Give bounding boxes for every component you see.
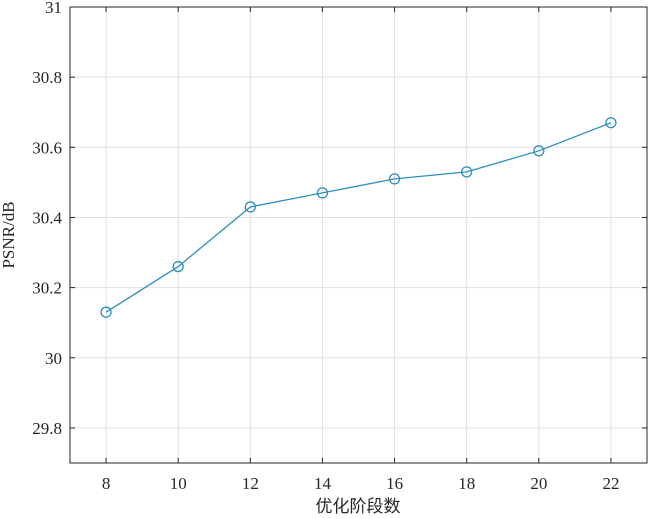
y-tick-label: 30.6 [32, 138, 62, 157]
x-tick-label: 16 [386, 474, 403, 493]
y-tick-label: 30.4 [32, 208, 62, 227]
axis-ticks: 8 10 12 14 16 18 20 22 29.8 30 30.2 30.4 30.6 30.8 31 [32, 0, 647, 493]
data-point [172, 260, 184, 273]
x-tick-label: 18 [458, 474, 475, 493]
y-tick-label: 31 [45, 0, 62, 17]
x-tick-label: 8 [102, 474, 111, 493]
y-tick-label: 29.8 [32, 419, 62, 438]
series-line [105, 122, 612, 313]
y-tick-label: 30.8 [32, 68, 62, 87]
data-point [461, 166, 473, 178]
data-point [605, 117, 617, 129]
data-point [388, 173, 401, 185]
y-axis-title: PSNR/dB [0, 201, 18, 268]
y-tick-label: 30 [45, 349, 62, 368]
plot-frame [69, 6, 648, 464]
grid-lines [70, 6, 647, 463]
y-tick-label: 30.2 [32, 279, 62, 298]
data-point [100, 306, 112, 318]
x-tick-label: 12 [242, 474, 259, 493]
data-point [316, 187, 329, 199]
x-axis-title: 优化阶段数 [316, 497, 401, 516]
series-layer [100, 117, 617, 318]
x-tick-label: 10 [170, 474, 187, 493]
x-tick-label: 22 [602, 474, 619, 493]
data-point [533, 145, 545, 157]
x-tick-label: 14 [314, 474, 332, 493]
data-point [244, 201, 256, 213]
x-tick-label: 20 [530, 474, 547, 493]
